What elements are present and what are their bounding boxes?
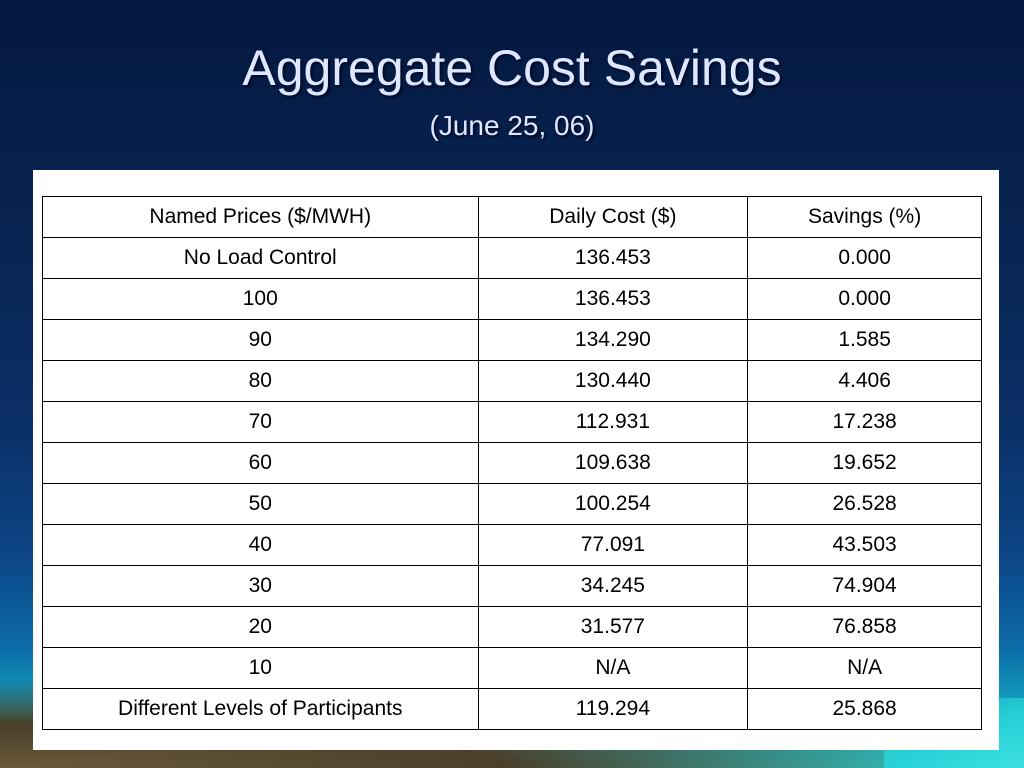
table-row: Different Levels of Participants 119.294 2… — [42, 688, 982, 730]
cell-savings: 25.868 — [747, 688, 982, 730]
cost-savings-table: Named Prices ($/MWH) Daily Cost ($) Savi… — [42, 196, 982, 730]
cell-named-price: 100 — [42, 278, 479, 320]
cell-daily-cost: 112.931 — [477, 401, 749, 443]
cell-daily-cost: N/A — [477, 647, 749, 689]
cell-savings: N/A — [747, 647, 982, 689]
header-named-prices: Named Prices ($/MWH) — [42, 196, 479, 238]
header-daily-cost: Daily Cost ($) — [477, 196, 749, 238]
table-row: 70 112.931 17.238 — [42, 401, 982, 443]
table-row: 20 31.577 76.858 — [42, 606, 982, 648]
cell-daily-cost: 136.453 — [477, 278, 749, 320]
cell-named-price: Different Levels of Participants — [42, 688, 479, 730]
cell-savings: 76.858 — [747, 606, 982, 648]
cell-daily-cost: 109.638 — [477, 442, 749, 484]
cell-savings: 0.000 — [747, 278, 982, 320]
slide-subtitle: (June 25, 06) — [429, 110, 595, 141]
cell-named-price: 80 — [42, 360, 479, 402]
cell-daily-cost: 130.440 — [477, 360, 749, 402]
cell-savings: 17.238 — [747, 401, 982, 443]
cell-savings: 26.528 — [747, 483, 982, 525]
cell-daily-cost: 100.254 — [477, 483, 749, 525]
table-panel: Named Prices ($/MWH) Daily Cost ($) Savi… — [33, 170, 999, 750]
table-row: 50 100.254 26.528 — [42, 483, 982, 525]
cell-named-price: 90 — [42, 319, 479, 361]
cell-savings: 43.503 — [747, 524, 982, 566]
cell-savings: 1.585 — [747, 319, 982, 361]
table-row: 10 N/A N/A — [42, 647, 982, 689]
cell-named-price: 70 — [42, 401, 479, 443]
cell-daily-cost: 119.294 — [477, 688, 749, 730]
cell-savings: 19.652 — [747, 442, 982, 484]
cell-daily-cost: 31.577 — [477, 606, 749, 648]
cell-named-price: 50 — [42, 483, 479, 525]
cell-daily-cost: 34.245 — [477, 565, 749, 607]
cell-savings: 0.000 — [747, 237, 982, 279]
cell-named-price: 40 — [42, 524, 479, 566]
table-row: No Load Control 136.453 0.000 — [42, 237, 982, 279]
table-row: 90 134.290 1.585 — [42, 319, 982, 361]
header-savings: Savings (%) — [747, 196, 982, 238]
cell-daily-cost: 77.091 — [477, 524, 749, 566]
cell-savings: 74.904 — [747, 565, 982, 607]
cell-named-price: 10 — [42, 647, 479, 689]
table-row: 40 77.091 43.503 — [42, 524, 982, 566]
table-row: 60 109.638 19.652 — [42, 442, 982, 484]
cell-named-price: No Load Control — [42, 237, 479, 279]
cell-named-price: 60 — [42, 442, 479, 484]
table-row: 30 34.245 74.904 — [42, 565, 982, 607]
table-row: 80 130.440 4.406 — [42, 360, 982, 402]
table-row: 100 136.453 0.000 — [42, 278, 982, 320]
cell-daily-cost: 134.290 — [477, 319, 749, 361]
cell-named-price: 20 — [42, 606, 479, 648]
table-header-row: Named Prices ($/MWH) Daily Cost ($) Savi… — [42, 196, 982, 238]
slide-title: Aggregate Cost Savings — [242, 40, 782, 96]
cell-savings: 4.406 — [747, 360, 982, 402]
cell-daily-cost: 136.453 — [477, 237, 749, 279]
cell-named-price: 30 — [42, 565, 479, 607]
